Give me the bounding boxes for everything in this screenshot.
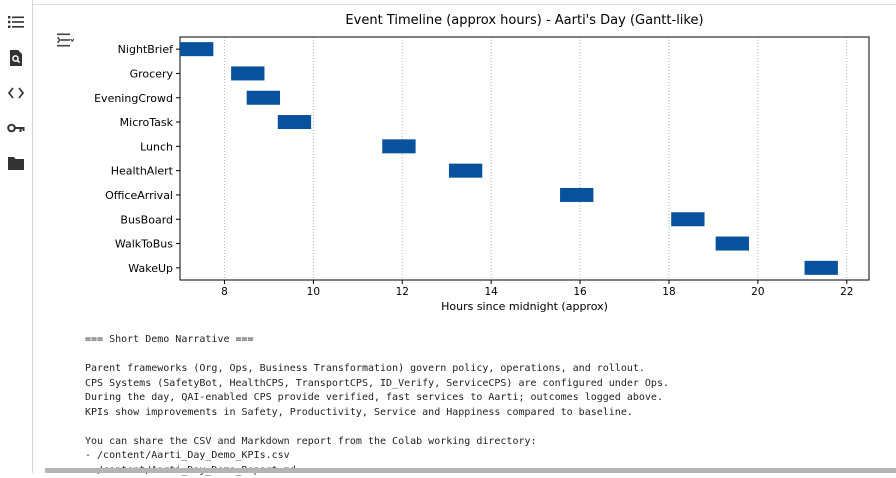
- y-tick-label: Lunch: [140, 140, 173, 153]
- x-tick-label: 8: [221, 286, 228, 298]
- x-tick-label: 20: [751, 286, 764, 298]
- bar-eveningcrowd: [246, 90, 281, 105]
- x-tick-label: 18: [662, 286, 675, 298]
- y-tick-label: NightBrief: [118, 43, 174, 56]
- bar-wakeup: [804, 260, 838, 275]
- bar-officearrival: [560, 187, 594, 202]
- key-icon: [7, 123, 25, 133]
- x-tick-label: 12: [396, 286, 409, 298]
- output-collapse-icon: [56, 33, 74, 47]
- chart-title: Event Timeline (approx hours) - Aarti's …: [345, 13, 703, 28]
- plot-frame: [179, 36, 870, 281]
- bar-busboard: [671, 212, 705, 227]
- output-collapse-button[interactable]: [55, 30, 75, 50]
- table-of-contents-button[interactable]: [6, 12, 26, 32]
- x-tick-label: 14: [484, 286, 498, 298]
- code-snippets-button[interactable]: [6, 83, 26, 103]
- code-icon: [8, 87, 24, 99]
- folder-icon: [8, 157, 24, 170]
- y-tick-label: EveningCrowd: [94, 92, 173, 105]
- x-axis-label: Hours since midnight (approx): [441, 300, 608, 313]
- narrative-output: === Short Demo Narrative === Parent fram…: [85, 334, 669, 476]
- x-tick-label: 22: [840, 286, 853, 298]
- gantt-chart: 8 10 12 14 16 18 20 22 NightBrief Grocery EveningC…: [94, 13, 870, 313]
- files-button[interactable]: [6, 153, 26, 173]
- bar-grocery: [231, 66, 265, 81]
- bar-lunch: [382, 139, 416, 154]
- y-tick-label: MicroTask: [120, 116, 174, 129]
- bar-microtask: [277, 115, 312, 130]
- y-tick-label: HealthAlert: [111, 165, 174, 178]
- x-tick-label: 16: [573, 286, 587, 298]
- y-tick-label: WakeUp: [128, 262, 173, 275]
- y-tick-label: WalkToBus: [115, 238, 173, 251]
- horizontal-scrollbar[interactable]: [45, 468, 896, 473]
- cell-output: 8 10 12 14 16 18 20 22 NightBrief Grocery EveningC…: [33, 0, 896, 476]
- y-tick-label: OfficeArrival: [105, 189, 173, 202]
- secrets-button[interactable]: [6, 118, 26, 138]
- search-document-icon: [10, 50, 22, 66]
- list-icon: [8, 16, 24, 28]
- y-tick-label: Grocery: [130, 67, 174, 80]
- bar-nightbrief: [180, 42, 214, 57]
- cell-divider: [33, 4, 896, 5]
- y-tick-label: BusBoard: [120, 213, 173, 226]
- x-tick-label: 10: [307, 286, 320, 298]
- bar-healthalert: [448, 163, 483, 178]
- bar-walktobus: [715, 236, 749, 251]
- find-and-replace-button[interactable]: [6, 48, 26, 68]
- left-sidebar: [0, 0, 33, 473]
